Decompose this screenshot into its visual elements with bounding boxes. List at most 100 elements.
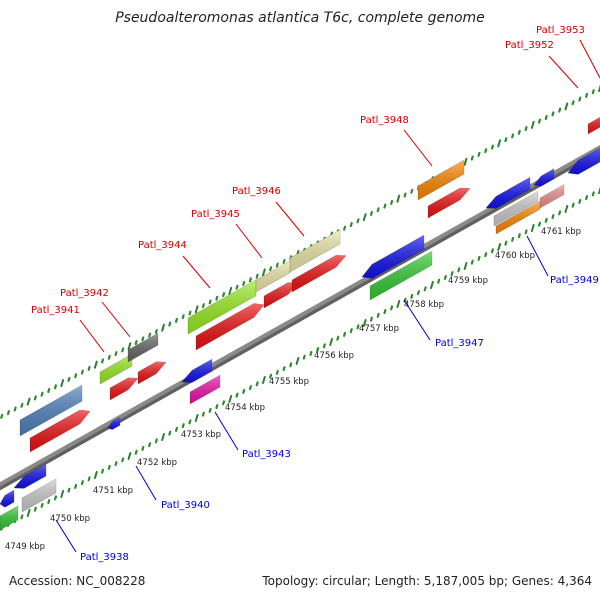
tick-mark-outer [194, 305, 199, 314]
tick-mark-inner [484, 252, 488, 258]
tick-mark-outer [148, 332, 152, 338]
tick-mark-inner [544, 217, 548, 223]
tick-mark-outer [463, 157, 468, 166]
tick-mark-inner [107, 464, 111, 470]
tick-mark-inner [47, 499, 51, 505]
tick-mark-inner [93, 471, 98, 479]
tick-mark-inner [329, 338, 334, 346]
feature-box-shade [370, 251, 432, 300]
tick-mark-outer [40, 391, 44, 397]
tick-mark-inner [410, 293, 414, 299]
tick-mark-inner [33, 506, 37, 512]
tick-mark-inner [248, 385, 252, 391]
tick-mark-outer [6, 410, 10, 416]
feature-box-shade [188, 279, 256, 334]
feature-box-shade [20, 385, 82, 436]
tick-mark-outer [504, 137, 508, 143]
tick-mark-outer [537, 118, 542, 124]
tick-mark-outer [121, 347, 125, 353]
tick-mark-outer [168, 321, 172, 327]
scale-label: 4757 kbp [359, 324, 399, 334]
tick-mark-outer [242, 281, 246, 287]
tick-mark-inner [188, 419, 192, 425]
gene-leader-line [182, 255, 211, 289]
tick-mark-outer [390, 199, 394, 205]
tick-mark-inner [564, 205, 569, 213]
tick-mark-inner [416, 290, 421, 296]
tick-mark-inner [383, 309, 387, 315]
tick-mark-inner [443, 274, 447, 280]
feature-arrow-shade [30, 409, 90, 452]
feature-arrow-shade [196, 303, 264, 350]
tick-mark-outer [222, 292, 226, 298]
tick-mark-outer [228, 286, 233, 295]
scale-label: 4753 kbp [181, 430, 221, 440]
tick-mark-inner [181, 423, 185, 429]
tick-mark-outer [349, 221, 353, 227]
tick-mark-outer [47, 387, 51, 393]
gene-leader-line [135, 465, 157, 501]
gene-leader-line [526, 235, 549, 277]
gene-label: Patl_3940 [161, 500, 210, 511]
gene-label: Patl_3953 [536, 25, 585, 36]
tick-mark-inner [490, 248, 494, 254]
tick-mark-outer [255, 273, 259, 279]
tick-mark-inner [282, 366, 286, 372]
tick-mark-outer [383, 203, 387, 209]
gene-label: Patl_3942 [60, 288, 109, 299]
tick-mark-inner [134, 449, 138, 455]
gene-leader-line [403, 129, 433, 167]
tick-mark-inner [26, 509, 31, 517]
gene-leader-line [275, 201, 305, 237]
feature-arrow-shade [110, 377, 138, 400]
scale-label: 4761 kbp [541, 227, 581, 237]
scale-label: 4750 kbp [50, 514, 90, 524]
gene-label: Patl_3941 [31, 305, 80, 316]
feature-arrow-shade [534, 168, 554, 187]
feature-arrow-shade [292, 255, 346, 292]
gene-leader-line [403, 299, 431, 341]
tick-mark-outer [591, 89, 595, 95]
tick-mark-outer [101, 358, 105, 364]
tick-mark-inner [121, 457, 125, 463]
tick-mark-outer [188, 310, 192, 316]
tick-mark-inner [477, 255, 481, 261]
tick-mark-inner [53, 495, 58, 501]
gene-label: Patl_3952 [505, 40, 554, 51]
tick-mark-outer [362, 213, 367, 222]
tick-mark-inner [261, 376, 266, 384]
tick-mark-outer [282, 258, 286, 264]
tick-mark-inner [101, 468, 105, 474]
tick-mark-outer [127, 342, 132, 351]
tick-mark-outer [174, 317, 179, 323]
tick-mark-inner [423, 286, 427, 292]
gene-label: Patl_3943 [242, 449, 291, 460]
tick-mark-outer [369, 210, 373, 216]
gene-leader-line [214, 411, 239, 451]
tick-mark-outer [410, 188, 414, 194]
gene-label: Patl_3944 [138, 240, 187, 251]
tick-mark-inner [356, 324, 360, 330]
tick-mark-inner [161, 433, 165, 441]
tick-mark-outer [154, 328, 158, 334]
feature-box-shade [418, 160, 464, 200]
tick-mark-outer [208, 299, 212, 305]
gene-leader-line [101, 301, 131, 338]
tick-mark-inner [369, 316, 373, 322]
feature-arrow-shade [108, 417, 120, 430]
tick-mark-inner [127, 452, 132, 460]
tick-mark-inner [208, 407, 212, 413]
tick-mark-outer [215, 295, 219, 301]
tick-mark-inner [343, 331, 347, 337]
tick-mark-inner [215, 404, 219, 410]
tick-mark-inner [430, 281, 434, 289]
tick-mark-outer [524, 126, 528, 132]
tick-mark-inner [302, 354, 306, 360]
tick-mark-outer [343, 225, 347, 231]
gene-label: Patl_3938 [80, 552, 129, 563]
tick-mark-outer [107, 354, 111, 360]
feature-box-shade [100, 354, 132, 384]
tick-mark-inner [511, 236, 515, 242]
feature-arrow-shade [486, 177, 530, 209]
tick-mark-inner [87, 476, 91, 482]
